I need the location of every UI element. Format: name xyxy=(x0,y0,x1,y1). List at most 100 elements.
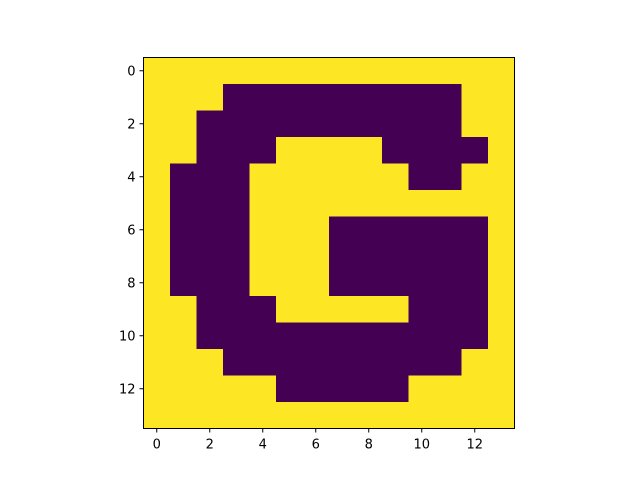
heatmap-cell xyxy=(488,322,516,350)
heatmap-cell xyxy=(170,322,198,350)
heatmap-cell xyxy=(461,322,489,350)
heatmap-cell xyxy=(435,402,463,430)
heatmap-cell xyxy=(408,402,436,430)
heatmap-cell xyxy=(170,349,198,377)
heatmap-cell xyxy=(249,243,277,271)
heatmap-cell xyxy=(249,375,277,403)
heatmap-cell xyxy=(170,84,198,112)
heatmap-cell xyxy=(276,243,304,271)
heatmap-cell xyxy=(355,84,383,112)
heatmap-cell xyxy=(435,296,463,324)
heatmap-cell xyxy=(435,110,463,138)
y-tick-label: 4 xyxy=(127,170,135,185)
heatmap-cell xyxy=(329,243,357,271)
heatmap-cell xyxy=(170,137,198,165)
heatmap-cell xyxy=(329,110,357,138)
heatmap-cell xyxy=(382,216,410,244)
heatmap-cell xyxy=(143,322,171,350)
heatmap-cell xyxy=(355,243,383,271)
heatmap-cell xyxy=(223,216,251,244)
heatmap-cell xyxy=(196,110,224,138)
heatmap-cell xyxy=(355,322,383,350)
heatmap-cell xyxy=(276,57,304,85)
heatmap-cell xyxy=(302,57,330,85)
heatmap-cell xyxy=(461,190,489,218)
y-tick-label: 8 xyxy=(127,276,135,291)
heatmap-cell xyxy=(223,402,251,430)
heatmap-cell xyxy=(329,269,357,297)
x-axis: 0 2 4 6 8 10 12 xyxy=(153,428,483,453)
heatmap-cell xyxy=(196,402,224,430)
heatmap-cell xyxy=(408,243,436,271)
heatmap-cell xyxy=(435,57,463,85)
heatmap-cell xyxy=(329,375,357,403)
heatmap-cell xyxy=(170,243,198,271)
heatmap-cell xyxy=(302,190,330,218)
heatmap-cell xyxy=(382,110,410,138)
heatmap-cell xyxy=(143,296,171,324)
heatmap-cell xyxy=(249,349,277,377)
heatmap-cell xyxy=(249,216,277,244)
heatmap-cell xyxy=(382,296,410,324)
heatmap-cell xyxy=(196,296,224,324)
heatmap-cell xyxy=(249,190,277,218)
heatmap-cell xyxy=(196,322,224,350)
heatmap-cell xyxy=(170,375,198,403)
heatmap-cell xyxy=(382,163,410,191)
heatmap-cell xyxy=(408,190,436,218)
heatmap-cell xyxy=(382,322,410,350)
heatmap-cell xyxy=(488,349,516,377)
heatmap-cell xyxy=(196,137,224,165)
heatmap-cell xyxy=(329,137,357,165)
heatmap-cell xyxy=(170,269,198,297)
heatmap-cell xyxy=(223,322,251,350)
heatmap-cell xyxy=(408,163,436,191)
heatmap-cell xyxy=(382,269,410,297)
heatmap-cell xyxy=(196,190,224,218)
heatmap-cell xyxy=(435,163,463,191)
heatmap-cell xyxy=(276,163,304,191)
x-tick-label: 6 xyxy=(312,438,320,453)
heatmap-cell xyxy=(302,163,330,191)
heatmap-cell xyxy=(408,110,436,138)
heatmap-cell xyxy=(408,322,436,350)
x-tick-label: 8 xyxy=(365,438,373,453)
y-tick-label: 6 xyxy=(127,223,135,238)
heatmap-cell xyxy=(435,269,463,297)
heatmap-cell xyxy=(355,296,383,324)
heatmap-cell xyxy=(249,57,277,85)
heatmap-cell xyxy=(276,84,304,112)
heatmap-cell xyxy=(170,57,198,85)
heatmap-cell xyxy=(461,110,489,138)
heatmap-cell xyxy=(355,137,383,165)
heatmap-cell xyxy=(461,216,489,244)
heatmap-cell xyxy=(488,269,516,297)
heatmap-cell xyxy=(276,269,304,297)
heatmap-cell xyxy=(143,402,171,430)
heatmap-cell xyxy=(488,84,516,112)
heatmap-cell xyxy=(302,137,330,165)
heatmap-cell xyxy=(143,375,171,403)
x-tick-label: 10 xyxy=(413,438,430,453)
heatmap-cell xyxy=(302,296,330,324)
x-tick-label: 4 xyxy=(259,438,267,453)
heatmap-cell xyxy=(382,84,410,112)
heatmap-cell xyxy=(196,57,224,85)
heatmap-cell xyxy=(435,137,463,165)
heatmap-cell xyxy=(435,243,463,271)
heatmap-cell xyxy=(302,216,330,244)
heatmap-cell xyxy=(170,296,198,324)
heatmap-cell xyxy=(196,243,224,271)
heatmap-cell xyxy=(408,349,436,377)
heatmap-cell xyxy=(276,216,304,244)
heatmap-cell xyxy=(355,269,383,297)
heatmap-cell xyxy=(302,110,330,138)
heatmap-cell xyxy=(329,57,357,85)
heatmap-cell xyxy=(355,402,383,430)
heatmap-cell xyxy=(329,322,357,350)
heatmap-cell xyxy=(461,269,489,297)
heatmap-cell xyxy=(170,110,198,138)
heatmap-cell xyxy=(329,84,357,112)
heatmap-cell xyxy=(196,375,224,403)
heatmap-cell xyxy=(382,375,410,403)
